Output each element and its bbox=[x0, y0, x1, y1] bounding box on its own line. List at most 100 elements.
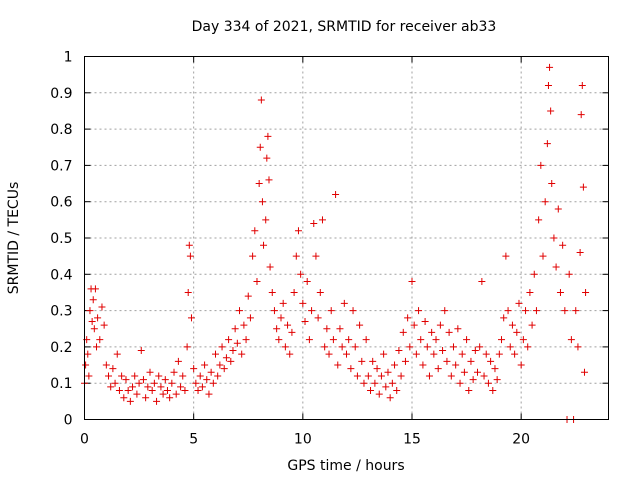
data-point bbox=[478, 278, 486, 286]
data-point bbox=[375, 390, 383, 398]
data-point bbox=[382, 383, 390, 391]
data-point bbox=[425, 372, 433, 380]
y-tick-label: 0.3 bbox=[50, 304, 72, 320]
data-point bbox=[277, 314, 285, 322]
data-point bbox=[172, 390, 180, 398]
data-point bbox=[255, 180, 263, 188]
data-point bbox=[332, 190, 340, 198]
data-point bbox=[369, 357, 377, 365]
data-point bbox=[410, 321, 418, 329]
data-point bbox=[353, 372, 361, 380]
data-point bbox=[297, 270, 305, 278]
data-point bbox=[318, 216, 326, 224]
data-point bbox=[227, 357, 235, 365]
data-point bbox=[421, 317, 429, 325]
data-point bbox=[258, 198, 266, 206]
data-point bbox=[286, 350, 294, 358]
data-point bbox=[543, 140, 551, 148]
data-point bbox=[142, 394, 150, 402]
data-point bbox=[579, 183, 587, 191]
data-point bbox=[205, 390, 213, 398]
data-point bbox=[249, 252, 257, 260]
data-point bbox=[314, 314, 322, 322]
x-axis-title: GPS time / hours bbox=[287, 458, 404, 474]
data-point bbox=[148, 386, 156, 394]
data-point bbox=[546, 63, 554, 71]
data-point bbox=[253, 278, 261, 286]
data-point bbox=[539, 252, 547, 260]
data-point bbox=[334, 361, 342, 369]
data-point bbox=[238, 350, 246, 358]
data-point bbox=[487, 357, 495, 365]
data-point bbox=[445, 328, 453, 336]
data-point bbox=[578, 82, 586, 90]
data-point bbox=[336, 325, 344, 333]
y-tick-label: 0 bbox=[64, 413, 73, 429]
data-point bbox=[270, 307, 278, 315]
data-point bbox=[214, 372, 222, 380]
data-point bbox=[463, 336, 471, 344]
data-point bbox=[161, 376, 169, 384]
x-tick-label: 20 bbox=[512, 432, 530, 448]
data-point bbox=[391, 361, 399, 369]
data-point bbox=[225, 336, 233, 344]
data-point bbox=[465, 386, 473, 394]
y-tick-label: 1 bbox=[64, 50, 73, 66]
data-point bbox=[301, 317, 309, 325]
data-point bbox=[194, 386, 202, 394]
data-point bbox=[184, 288, 192, 296]
data-point bbox=[371, 379, 379, 387]
data-point bbox=[312, 252, 320, 260]
data-point bbox=[325, 350, 333, 358]
data-point bbox=[343, 350, 350, 358]
data-point bbox=[93, 343, 101, 351]
data-point bbox=[129, 383, 137, 391]
data-point bbox=[513, 328, 521, 336]
data-point bbox=[144, 383, 152, 391]
data-point bbox=[360, 379, 368, 387]
data-point bbox=[460, 368, 468, 376]
data-point bbox=[547, 107, 555, 115]
data-point bbox=[502, 252, 510, 260]
data-point bbox=[356, 321, 364, 329]
data-point bbox=[544, 82, 552, 90]
data-point bbox=[299, 299, 307, 307]
data-point bbox=[482, 350, 490, 358]
data-point bbox=[212, 350, 219, 358]
data-point bbox=[209, 379, 217, 387]
data-point bbox=[384, 368, 392, 376]
data-point bbox=[456, 379, 464, 387]
data-point bbox=[474, 368, 481, 376]
data-point bbox=[262, 216, 270, 224]
data-point bbox=[124, 386, 132, 394]
data-point bbox=[183, 343, 191, 351]
data-point bbox=[537, 161, 545, 169]
data-point bbox=[576, 249, 584, 257]
data-point bbox=[263, 154, 271, 162]
data-point bbox=[367, 386, 375, 394]
data-point bbox=[439, 347, 447, 355]
y-tick-label: 0.6 bbox=[50, 195, 72, 211]
data-point bbox=[548, 180, 556, 188]
y-axis-title: SRMTID / TECUs bbox=[6, 182, 22, 295]
data-point bbox=[236, 307, 244, 315]
data-point bbox=[288, 328, 296, 336]
data-point bbox=[131, 372, 139, 380]
data-point bbox=[218, 343, 226, 351]
data-point bbox=[102, 361, 110, 369]
data-point bbox=[519, 336, 527, 344]
data-point bbox=[559, 241, 567, 249]
y-tick-label: 0.7 bbox=[50, 158, 72, 174]
data-point bbox=[174, 357, 182, 365]
data-point bbox=[157, 383, 165, 391]
data-point bbox=[242, 336, 250, 344]
data-point bbox=[556, 288, 564, 296]
data-point bbox=[105, 372, 113, 380]
data-point bbox=[388, 379, 396, 387]
data-point bbox=[310, 219, 318, 227]
data-point bbox=[266, 263, 274, 271]
data-point bbox=[203, 376, 211, 384]
data-point bbox=[256, 143, 264, 151]
data-point bbox=[404, 314, 412, 322]
